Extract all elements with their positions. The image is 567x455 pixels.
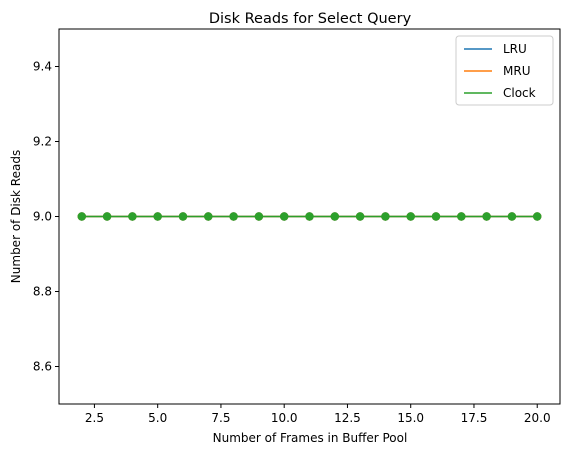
data-point-clock <box>204 212 213 221</box>
y-tick-label: 9.2 <box>33 135 52 149</box>
data-point-clock <box>533 212 542 221</box>
x-axis-ticks: 2.5 5.0 7.5 10.0 12.5 15.0 17.5 20.0 <box>85 404 551 425</box>
chart-title: Disk Reads for Select Query <box>209 11 412 27</box>
data-point-clock <box>279 212 289 221</box>
x-tick-label: 12.5 <box>334 411 361 425</box>
series-layer <box>77 212 542 221</box>
y-tick-label: 8.6 <box>33 360 52 374</box>
y-tick-label: 9.4 <box>33 60 52 74</box>
data-point-clock <box>355 212 365 221</box>
x-tick-label: 5.0 <box>148 411 167 425</box>
data-point-clock <box>381 212 390 221</box>
data-point-clock <box>153 212 162 221</box>
data-point-clock <box>305 212 314 221</box>
legend-box <box>455 35 554 106</box>
y-axis-ticks: 8.6 8.8 9.0 9.2 9.4 <box>33 60 59 374</box>
x-axis-label: Number of Frames in Buffer Pool <box>213 431 408 445</box>
data-point-clock <box>431 212 441 221</box>
data-point-clock <box>330 212 340 221</box>
x-tick-label: 20.0 <box>524 411 551 425</box>
legend-label-mru: MRU <box>503 64 530 78</box>
data-point-clock <box>128 212 137 221</box>
x-tick-label: 2.5 <box>85 411 104 425</box>
x-tick-label: 15.0 <box>397 411 424 425</box>
legend-label-lru: LRU <box>503 42 527 56</box>
data-point-clock <box>507 212 517 221</box>
y-axis-label: Number of Disk Reads <box>9 150 23 283</box>
y-tick-label: 9.0 <box>33 210 52 224</box>
y-tick-label: 8.8 <box>33 285 52 299</box>
data-point-clock <box>229 212 238 221</box>
data-point-clock <box>254 212 264 221</box>
data-point-clock <box>77 212 86 221</box>
x-tick-label: 7.5 <box>211 411 230 425</box>
x-tick-label: 10.0 <box>271 411 298 425</box>
legend-label-clock: Clock <box>503 86 536 100</box>
data-point-clock <box>178 212 188 221</box>
data-point-clock <box>482 212 491 221</box>
legend: LRU MRU Clock <box>455 35 554 106</box>
data-point-clock <box>457 212 466 221</box>
data-point-clock <box>102 212 112 221</box>
x-tick-label: 17.5 <box>461 411 488 425</box>
data-point-clock <box>406 212 415 221</box>
